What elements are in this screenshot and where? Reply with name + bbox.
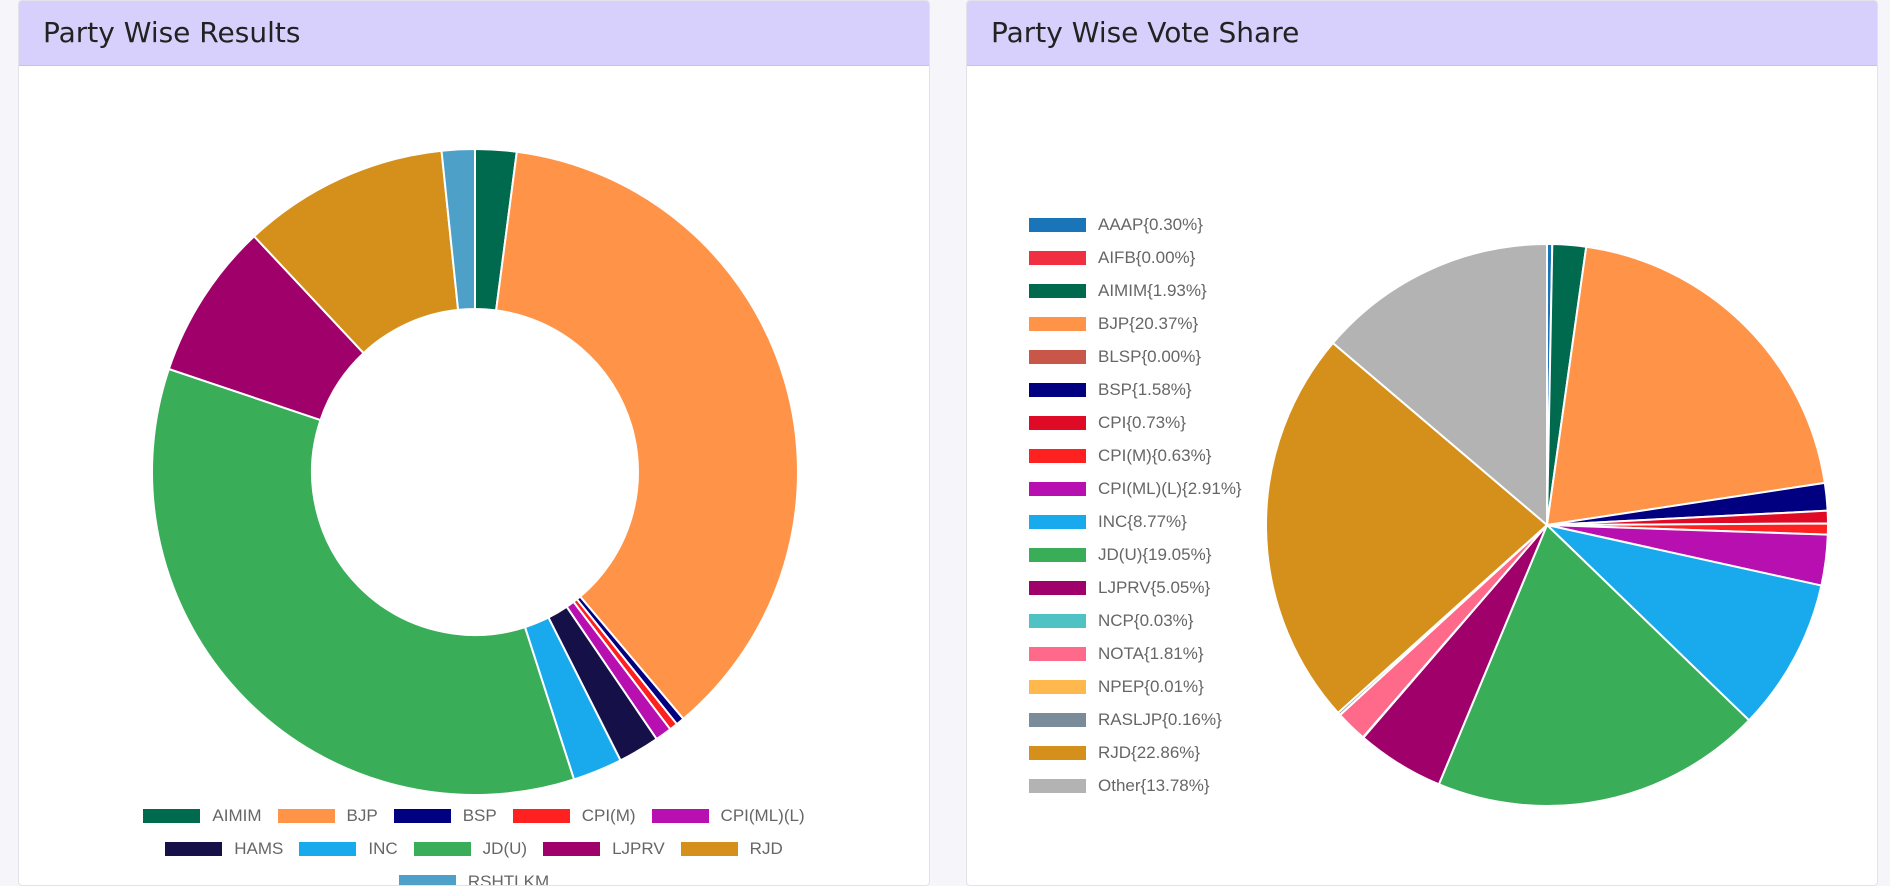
legend-label: Other{13.78%}	[1098, 776, 1210, 796]
legend: AAAP{0.30%} AIFB{0.00%} AIMIM{1.93%} BJP{20…	[1029, 208, 1242, 802]
legend-item: AIMIM{1.93%}	[1029, 274, 1242, 307]
legend-label: BSP	[463, 806, 497, 826]
legend-item: Other{13.78%}	[1029, 769, 1242, 802]
legend-item: AAAP{0.30%}	[1029, 208, 1242, 241]
legend-swatch	[513, 809, 570, 823]
legend-item: NPEP{0.01%}	[1029, 670, 1242, 703]
legend-label: AAAP{0.30%}	[1098, 215, 1203, 235]
legend-item: INC{8.77%}	[1029, 505, 1242, 538]
legend-swatch	[1029, 581, 1086, 595]
legend-label: NCP{0.03%}	[1098, 611, 1193, 631]
legend-swatch	[1029, 416, 1086, 430]
legend-label: NOTA{1.81%}	[1098, 644, 1204, 664]
legend-label: AIMIM{1.93%}	[1098, 281, 1207, 301]
legend-swatch	[278, 809, 335, 823]
legend-item: BLSP{0.00%}	[1029, 340, 1242, 373]
legend-label: BJP{20.37%}	[1098, 314, 1198, 334]
legend-label: LJPRV{5.05%}	[1098, 578, 1210, 598]
legend-item: LJPRV{5.05%}	[1029, 571, 1242, 604]
legend-label: INC	[368, 839, 397, 859]
legend-swatch	[1029, 746, 1086, 760]
legend-swatch	[1029, 449, 1086, 463]
legend-label: HAMS	[234, 839, 283, 859]
legend-label: NPEP{0.01%}	[1098, 677, 1204, 697]
legend-label: LJPRV	[612, 839, 665, 859]
legend-swatch	[1029, 383, 1086, 397]
legend-label: BJP	[347, 806, 378, 826]
legend-item: AIMIM	[143, 805, 261, 826]
legend-swatch	[681, 842, 738, 856]
legend-swatch	[1029, 647, 1086, 661]
legend-label: CPI(M){0.63%}	[1098, 446, 1211, 466]
legend-label: CPI(ML)(L)	[721, 806, 805, 826]
legend-item: BSP{1.58%}	[1029, 373, 1242, 406]
legend-item: RJD	[681, 838, 783, 859]
legend-swatch	[1029, 680, 1086, 694]
legend-swatch	[143, 809, 200, 823]
legend-swatch	[1029, 614, 1086, 628]
legend-label: RJD	[750, 839, 783, 859]
legend-item: CPI(ML)(L)	[652, 805, 805, 826]
legend-label: CPI{0.73%}	[1098, 413, 1186, 433]
legend-swatch	[1029, 350, 1086, 364]
legend-item: HAMS	[165, 838, 283, 859]
legend-label: RASLJP{0.16%}	[1098, 710, 1222, 730]
legend-item: AIFB{0.00%}	[1029, 241, 1242, 274]
legend-label: JD(U)	[483, 839, 527, 859]
legend-label: BLSP{0.00%}	[1098, 347, 1201, 367]
legend-item: BJP	[278, 805, 378, 826]
legend-swatch	[1029, 251, 1086, 265]
legend-label: AIFB{0.00%}	[1098, 248, 1195, 268]
chart	[19, 66, 929, 885]
slice	[152, 369, 574, 795]
legend-swatch	[1029, 515, 1086, 529]
legend-swatch	[1029, 482, 1086, 496]
legend-item: CPI(ML)(L){2.91%}	[1029, 472, 1242, 505]
legend-item: CPI(M)	[513, 805, 636, 826]
legend-label: JD(U){19.05%}	[1098, 545, 1211, 565]
legend-label: BSP{1.58%}	[1098, 380, 1192, 400]
legend-label: RJD{22.86%}	[1098, 743, 1200, 763]
legend-swatch	[1029, 779, 1086, 793]
legend-swatch	[399, 875, 456, 886]
legend-swatch	[299, 842, 356, 856]
panel: Party Wise Results AIMIM BJP BSP CPI(M) CPI(…	[18, 0, 930, 886]
legend-item: JD(U)	[414, 838, 527, 859]
legend-swatch	[394, 809, 451, 823]
legend-item: JD(U){19.05%}	[1029, 538, 1242, 571]
legend-item: BSP	[394, 805, 497, 826]
legend-swatch	[1029, 548, 1086, 562]
legend-swatch	[1029, 218, 1086, 232]
legend-label: CPI(M)	[582, 806, 636, 826]
legend-item: RJD{22.86%}	[1029, 736, 1242, 769]
legend-item: INC	[299, 838, 397, 859]
legend: AIMIM BJP BSP CPI(M) CPI(ML)(L) HAMS INC JD(U) L…	[119, 805, 829, 886]
legend-swatch	[165, 842, 222, 856]
legend-label: CPI(ML)(L){2.91%}	[1098, 479, 1242, 499]
legend-swatch	[1029, 317, 1086, 331]
legend-label: AIMIM	[212, 806, 261, 826]
legend-swatch	[1029, 284, 1086, 298]
legend-swatch	[414, 842, 471, 856]
legend-item: LJPRV	[543, 838, 665, 859]
legend-item: NCP{0.03%}	[1029, 604, 1242, 637]
legend-swatch	[652, 809, 709, 823]
legend-item: CPI(M){0.63%}	[1029, 439, 1242, 472]
legend-item: RASLJP{0.16%}	[1029, 703, 1242, 736]
panel-title: Party Wise Results	[19, 1, 929, 66]
legend-swatch	[543, 842, 600, 856]
legend-label: INC{8.77%}	[1098, 512, 1187, 532]
legend-swatch	[1029, 713, 1086, 727]
legend-item: NOTA{1.81%}	[1029, 637, 1242, 670]
legend-item: BJP{20.37%}	[1029, 307, 1242, 340]
panel-title: Party Wise Vote Share	[967, 1, 1877, 66]
slice	[1547, 247, 1825, 525]
legend-item: CPI{0.73%}	[1029, 406, 1242, 439]
panel: Party Wise Vote Share AAAP{0.30%} AIFB{0.…	[966, 0, 1878, 886]
